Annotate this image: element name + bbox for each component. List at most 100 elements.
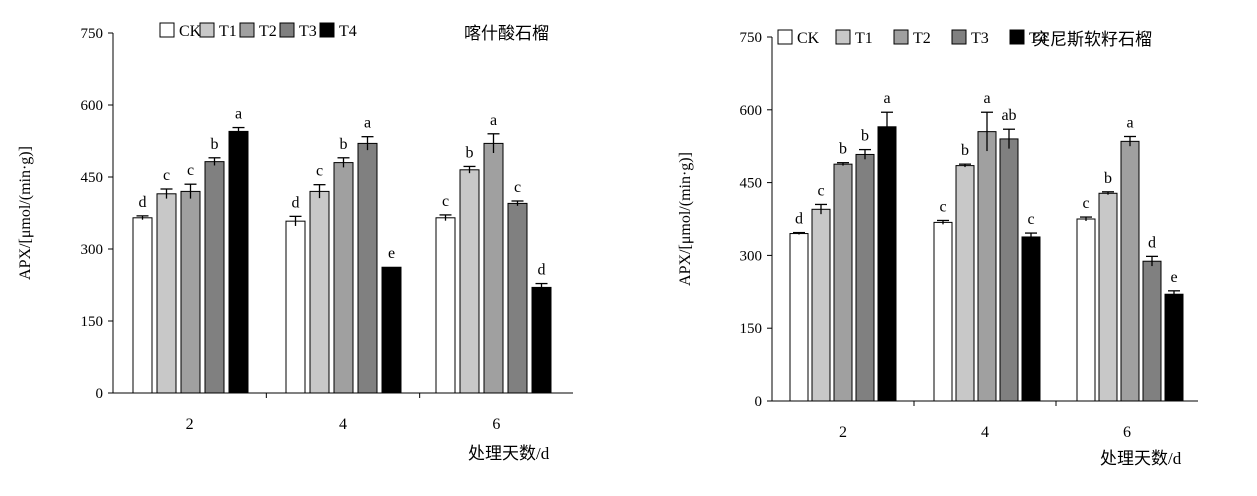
bar-t2-day-2 (833, 163, 853, 402)
legend-swatch-ck (159, 22, 175, 38)
legend-swatch-t4 (319, 22, 335, 38)
legend-label-ck: CK (797, 30, 820, 47)
legend-label-t3: T3 (299, 23, 317, 40)
significance-letter: c (442, 193, 449, 210)
bar-t2-day-4 (977, 131, 997, 402)
legend-label-t1: T1 (855, 30, 873, 47)
x-axis-label: 处理天数/d (468, 444, 550, 463)
bar-t2-day-4 (333, 162, 354, 394)
bar-ck-day-2 (132, 217, 153, 394)
significance-letter: d (1148, 234, 1156, 251)
y-tick-label: 300 (740, 248, 763, 264)
y-tick-label: 600 (81, 98, 104, 114)
significance-letter: b (839, 141, 847, 158)
y-tick-label: 750 (740, 30, 763, 46)
bar-t3-day-2 (204, 161, 225, 394)
significance-letter: c (163, 167, 170, 184)
bar-t4-day-6 (531, 286, 552, 394)
legend-label-ck: CK (179, 23, 202, 40)
significance-letter: c (939, 198, 946, 215)
bar-t4-day-2 (877, 126, 897, 402)
y-tick-label: 0 (96, 386, 104, 402)
legend-label-t4: T4 (1029, 30, 1047, 47)
significance-letter: c (316, 163, 323, 180)
bar-t1-day-4 (309, 190, 330, 394)
bar-t2-day-2 (180, 190, 201, 394)
significance-letter: c (817, 182, 824, 199)
legend-label-t3: T3 (971, 30, 989, 47)
bar-t2-day-6 (1120, 140, 1140, 402)
x-tick-label: 6 (492, 416, 500, 433)
significance-letter: b (861, 128, 869, 145)
chart-title: 突尼斯软籽石榴 (1033, 30, 1152, 49)
x-tick-label: 4 (981, 424, 989, 441)
significance-letter: c (1027, 211, 1034, 228)
bar-t4-day-6 (1164, 293, 1184, 402)
bar-t4-day-4 (1021, 236, 1041, 402)
significance-letter: e (1170, 269, 1177, 286)
significance-letter: ab (1001, 107, 1016, 124)
y-tick-label: 150 (81, 314, 104, 330)
y-axis-label: APX/[μmol/(min·g)] (677, 152, 694, 286)
significance-letter: e (388, 245, 395, 262)
legend-label-t2: T2 (259, 23, 277, 40)
significance-letter: b (340, 136, 348, 153)
x-tick-label: 2 (839, 424, 847, 441)
bar-t2-day-6 (483, 142, 504, 394)
significance-letter: d (139, 194, 147, 211)
bar-t1-day-6 (1098, 192, 1118, 402)
bar-t1-day-2 (156, 193, 177, 394)
bar-t1-day-2 (811, 208, 831, 402)
chart-tunisia-soft-seed-pomegranate: 0 150 300 450 600 750 2 4 6 APX/[μmol/(min·g)] 处理天… (677, 29, 1198, 468)
legend-swatch-t4 (1009, 29, 1025, 45)
y-tick-label: 0 (755, 394, 763, 410)
bar-ck-day-2 (789, 233, 809, 402)
legend-label-t4: T4 (339, 23, 357, 40)
y-axis-label: APX/[μmol/(min·g)] (17, 146, 34, 280)
y-tick-label: 300 (81, 242, 104, 258)
legend-swatch-t1 (835, 29, 851, 45)
bar-t3-day-6 (1142, 260, 1162, 402)
legend-swatch-ck (777, 29, 793, 45)
significance-letter: a (364, 115, 371, 132)
significance-letter: b (1104, 170, 1112, 187)
bar-t1-day-4 (955, 165, 975, 402)
bar-t3-day-4 (357, 142, 378, 394)
significance-letter: b (466, 144, 474, 161)
y-tick-label: 150 (740, 321, 763, 337)
significance-letter: a (883, 90, 890, 107)
bar-ck-day-6 (1076, 218, 1096, 402)
significance-letter: c (1082, 195, 1089, 212)
legend-swatch-t3 (279, 22, 295, 38)
bar-ck-day-6 (435, 217, 456, 394)
bar-ck-day-4 (933, 221, 953, 402)
x-tick-label: 4 (339, 416, 347, 433)
bar-t1-day-6 (459, 169, 480, 394)
significance-letter: d (292, 194, 300, 211)
legend-label-t2: T2 (913, 30, 931, 47)
y-tick-label: 450 (740, 176, 763, 192)
bar-t4-day-4 (381, 266, 402, 394)
significance-letter: b (211, 136, 219, 153)
legend-label-t1: T1 (219, 23, 237, 40)
y-tick-label: 750 (81, 26, 104, 42)
significance-letter: d (538, 262, 546, 279)
bar-ck-day-4 (285, 220, 306, 394)
significance-letter: c (187, 162, 194, 179)
x-axis-label: 处理天数/d (1100, 449, 1182, 468)
x-tick-label: 6 (1123, 424, 1131, 441)
legend-swatch-t3 (951, 29, 967, 45)
significance-letter: a (490, 112, 497, 129)
significance-letter: a (983, 90, 990, 107)
significance-letter: d (795, 211, 803, 228)
significance-letter: c (514, 179, 521, 196)
chart-title: 喀什酸石榴 (464, 24, 549, 43)
chart-kashi-sour-pomegranate: 0 150 300 450 600 750 2 4 6 APX/[μmol/(min·g)] 处理天… (17, 22, 573, 463)
legend-swatch-t1 (199, 22, 215, 38)
bar-t3-day-4 (999, 138, 1019, 402)
bar-t4-day-2 (228, 130, 249, 394)
bar-t3-day-6 (507, 202, 528, 394)
significance-letter: a (1126, 114, 1133, 131)
significance-letter: a (235, 106, 242, 123)
